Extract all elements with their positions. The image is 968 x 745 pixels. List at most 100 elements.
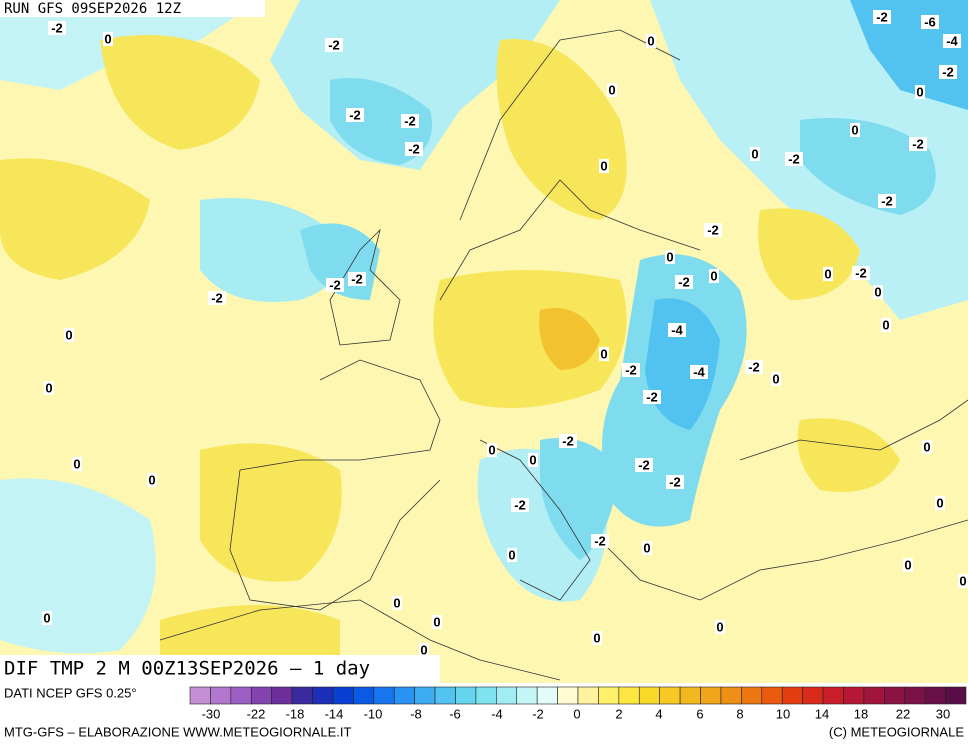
colorbar-swatch: [741, 686, 763, 705]
colorbar-tick-label: -30: [202, 706, 221, 721]
contour-label: 0: [508, 547, 515, 562]
warm-area: [496, 39, 627, 220]
colorbar-swatch: [271, 686, 293, 705]
contour-label-bg: [935, 496, 945, 510]
cool-area: [200, 198, 340, 302]
contour-label-bg: [392, 596, 402, 610]
colorbar-tick-label: -8: [410, 706, 422, 721]
contour-label-bg: [852, 266, 870, 280]
contour-label: 0: [916, 84, 923, 99]
contour-label-bg: [715, 620, 725, 634]
contour-label-bg: [401, 114, 419, 128]
colorbar-tick-label: -6: [449, 706, 461, 721]
contour-label: 0: [959, 573, 966, 588]
contour-label-bg: [690, 365, 708, 379]
contour-label-bg: [850, 123, 860, 137]
contour-label: -2: [51, 20, 63, 35]
contour-label-bg: [881, 318, 891, 332]
colorbar-tick-label: 18: [854, 706, 868, 721]
contour-label: 0: [647, 33, 654, 48]
contour-label-bg: [646, 34, 656, 48]
colorbar-swatch: [496, 686, 518, 705]
contour-label: 0: [851, 122, 858, 137]
warm-area: [797, 418, 900, 492]
contour-label: 0: [716, 619, 723, 634]
contour-label-bg: [903, 558, 913, 572]
coastline: [439, 179, 701, 301]
contour-label: 0: [593, 630, 600, 645]
contour-label: -2: [211, 290, 223, 305]
contour-label-bg: [208, 291, 226, 305]
colorbar-tick-label: 10: [776, 706, 790, 721]
colorbar-swatch: [863, 686, 885, 705]
colorbar-tick-label: -10: [364, 706, 383, 721]
contour-label: 0: [393, 595, 400, 610]
contour-label-bg: [943, 34, 961, 48]
colorbar-swatch: [291, 686, 313, 705]
colorbar-swatch: [884, 686, 906, 705]
contour-label-bg: [958, 574, 968, 588]
colorbar-swatch: [393, 686, 415, 705]
contour-label: -2: [788, 151, 800, 166]
colorbar-swatch: [638, 686, 660, 705]
contour-label: -2: [638, 457, 650, 472]
contour-label: 0: [923, 439, 930, 454]
contour-label-bg: [921, 15, 939, 29]
contour-labels: -2 0 -2 0 -2 -6 -4 -2 0 0 -2 -2 -2 0 0 -2 -2 0 -2 -2 0 0 -2 0 -2…: [42, 9, 968, 657]
contour-label: 0: [904, 557, 911, 572]
colorbar-swatch: [577, 686, 599, 705]
contour-label-bg: [666, 475, 684, 489]
contour-label-bg: [103, 32, 113, 46]
colorbar-swatch: [414, 686, 436, 705]
contour-label: 0: [874, 284, 881, 299]
colorbar-swatch: [700, 686, 722, 705]
contour-label: -2: [748, 359, 760, 374]
colorbar-swatch: [475, 686, 497, 705]
contour-label: 0: [420, 642, 427, 657]
contour-label: -2: [912, 136, 924, 151]
colorbar-swatch: [720, 686, 742, 705]
contour-label: -4: [693, 364, 705, 379]
colorbar-swatch: [822, 686, 844, 705]
coastline: [599, 519, 968, 601]
colorbar-swatch: [598, 686, 620, 705]
contour-label: -2: [669, 474, 681, 489]
contour-label-bg: [325, 38, 343, 52]
warm-area: [433, 270, 627, 408]
contour-label-bg: [909, 137, 927, 151]
contour-label-bg: [507, 548, 517, 562]
colorbar-swatch: [516, 686, 538, 705]
contour-label: -2: [514, 497, 526, 512]
contour-label-bg: [939, 65, 957, 79]
contour-label: 0: [824, 266, 831, 281]
warm-area: [100, 35, 260, 150]
coastline: [159, 599, 561, 681]
coastline: [479, 439, 591, 601]
warm-area: [200, 443, 342, 582]
contour-label: -2: [351, 271, 363, 286]
contour-label: 0: [710, 268, 717, 283]
contour-label: -2: [855, 265, 867, 280]
contour-label-bg: [591, 534, 609, 548]
colorbar-tick-label: 30: [936, 706, 950, 721]
contour-label: -2: [329, 277, 341, 292]
contour-label-bg: [675, 275, 693, 289]
contour-label-bg: [750, 147, 760, 161]
colorbar-swatch: [434, 686, 456, 705]
contour-label: 0: [936, 495, 943, 510]
contour-label: 0: [772, 371, 779, 386]
contour-label-bg: [878, 194, 896, 208]
colorbar-tick-label: 0: [573, 706, 580, 721]
colorbar-tick-label: -2: [532, 706, 544, 721]
colorbar-tick-label: 14: [815, 706, 829, 721]
contour-label-bg: [147, 473, 157, 487]
contour-label: -2: [881, 193, 893, 208]
cold-area: [800, 118, 936, 215]
contour-label: -2: [349, 107, 361, 122]
contour-label: 0: [751, 146, 758, 161]
contour-label: -2: [678, 274, 690, 289]
contour-label-bg: [642, 541, 652, 555]
footer-left: MTG-GFS – ELABORAZIONE WWW.METEOGIORNALE…: [4, 724, 351, 739]
colorbar-swatch: [679, 686, 701, 705]
